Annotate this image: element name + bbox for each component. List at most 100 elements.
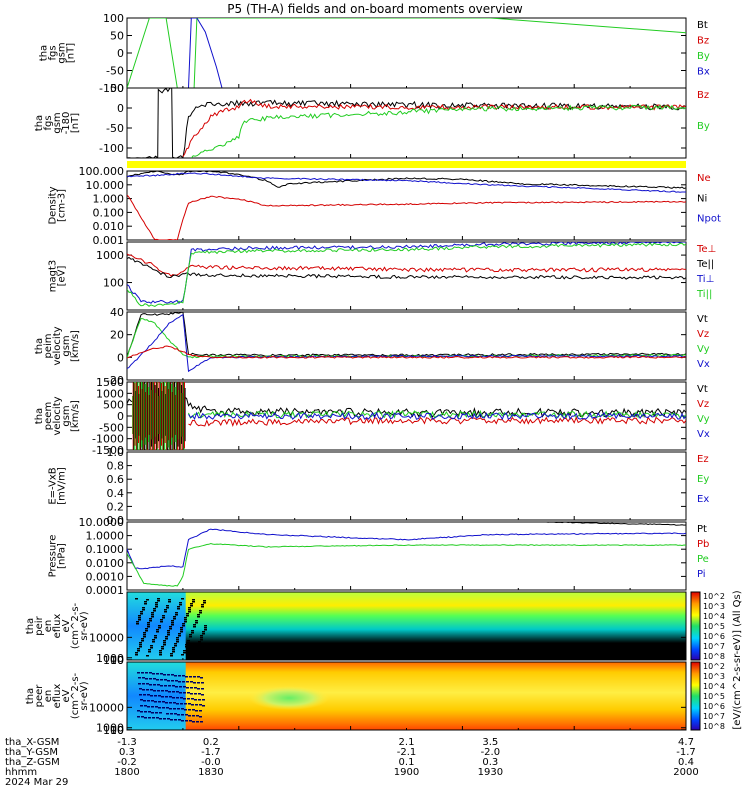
spectrogram-speckle (157, 690, 160, 692)
spectrogram-speckle (202, 631, 205, 633)
spectrogram-speckle (148, 711, 151, 713)
y-tick-label: 1000 (96, 722, 124, 735)
legend-Bz: Bz (697, 36, 709, 47)
spectrogram-speckle (189, 634, 192, 636)
spectrogram-speckle (198, 699, 201, 701)
colorbar-tick-label: 10^5 (703, 622, 725, 631)
x-axis-value: 0.2 (203, 737, 219, 748)
x-axis-value: 3.5 (482, 737, 498, 748)
spectrogram-speckle (158, 701, 161, 703)
legend-Ex: Ex (697, 494, 709, 505)
series-group (127, 171, 686, 240)
spectrogram-speckle (147, 624, 150, 626)
legend-Ne: Ne (697, 173, 711, 184)
spectrogram-speckle (147, 706, 150, 708)
spectrogram-speckle (202, 633, 205, 635)
legend-By: By (697, 121, 710, 132)
spectrogram-speckle (152, 641, 155, 643)
spectrogram-speckle (187, 642, 190, 644)
colorbar-tick-label: 10^7 (703, 642, 725, 651)
y-tick-label: 1000 (96, 652, 124, 665)
y-tick-label: 0.001 (93, 234, 125, 247)
spectrogram-speckle (196, 649, 199, 651)
spectrogram-speckle (138, 677, 141, 679)
spectrogram-speckle (152, 673, 155, 675)
spectrogram-speckle (150, 645, 153, 647)
spectrogram-speckle (145, 630, 148, 632)
spectrogram-speckle (165, 702, 168, 704)
y-tick-label: -100 (99, 82, 124, 95)
y-tick-label: 100 (103, 654, 124, 667)
y-tick-label: 0.8 (107, 460, 125, 473)
spectrogram-speckle (153, 608, 156, 610)
spectrogram-speckle (187, 692, 190, 694)
spectrogram-speckle (195, 620, 198, 622)
y-axis-label: E=-VxB (48, 467, 59, 504)
spectrogram-speckle (143, 694, 146, 696)
spectrogram-speckle (201, 694, 204, 696)
legend-Vy: Vy (697, 414, 710, 425)
spectrogram-speckle (138, 617, 141, 619)
legend-Vt: Vt (697, 384, 708, 395)
y-axis-label: tha (25, 618, 36, 634)
spectrogram-speckle (139, 688, 142, 690)
y-axis-label: tha (25, 688, 36, 704)
spectrogram-speckle (163, 644, 166, 646)
spectrogram-speckle (156, 631, 159, 633)
spectrogram-speckle (180, 697, 183, 699)
y-tick-label: 0 (117, 351, 124, 364)
y-axis-label: sr-eV) (79, 611, 90, 640)
spectrogram-speckle (144, 603, 147, 605)
y-axis-label: velocity (52, 396, 63, 435)
spectrogram-speckle (198, 643, 201, 645)
flag-bar (127, 161, 686, 168)
series-line-black (127, 88, 686, 158)
panel-frame (126, 451, 687, 521)
spectrogram-speckle (176, 697, 179, 699)
y-axis-label: fgs (43, 115, 54, 130)
x-axis-value: -1.3 (117, 737, 137, 748)
spectrogram-speckle (154, 637, 157, 639)
y-axis-label: gsm (57, 42, 68, 63)
x-axis-value: 1930 (478, 767, 503, 778)
colorbar-tick-label: 10^4 (703, 682, 725, 691)
spectrogram-speckle (139, 694, 142, 696)
legend-Ni: Ni (697, 193, 707, 204)
spectrogram-speckle (165, 638, 168, 640)
spectrogram-speckle (188, 609, 191, 611)
spectrogram-speckle (183, 650, 186, 652)
spectrogram-speckle (151, 706, 154, 708)
spectrogram-speckle (169, 626, 172, 628)
spectrogram-speckle (155, 604, 158, 606)
spectrogram-speckle (204, 629, 207, 631)
spectrogram-speckle (171, 674, 174, 676)
y-axis-label: tha (39, 45, 50, 61)
spectrogram-speckle (147, 622, 150, 624)
spectrogram-speckle (172, 691, 175, 693)
spectrogram-speckle (170, 719, 173, 721)
spectrogram-speckle (160, 673, 163, 675)
spectrogram-speckle (191, 630, 194, 632)
spectrogram-speckle (190, 687, 193, 689)
spectrogram-speckle (203, 600, 206, 602)
y-tick-label: 1500 (96, 376, 124, 389)
spectrogram-speckle (159, 718, 162, 720)
y-axis-label: magt3 (48, 260, 59, 293)
y-tick-label: -1000 (92, 433, 124, 446)
y-tick-label: 100 (103, 724, 124, 737)
spectrogram-speckle (187, 698, 190, 700)
y-tick-label: 100.000 (79, 165, 125, 178)
spectrogram-speckle (169, 628, 172, 630)
spectrogram-speckle (157, 600, 160, 602)
series-line-green (127, 242, 686, 307)
y-axis-label: gsm (61, 405, 72, 426)
spectrogram-speckle (141, 716, 144, 718)
y-axis-label: [km/s] (70, 400, 81, 432)
spectrogram-speckle (136, 621, 139, 623)
spectrogram-speckle (180, 627, 183, 629)
spectrogram-speckle (164, 679, 167, 681)
spectrogram-speckle (145, 628, 148, 630)
spectrogram-speckle (140, 705, 143, 707)
spectrogram-speckle (173, 618, 176, 620)
